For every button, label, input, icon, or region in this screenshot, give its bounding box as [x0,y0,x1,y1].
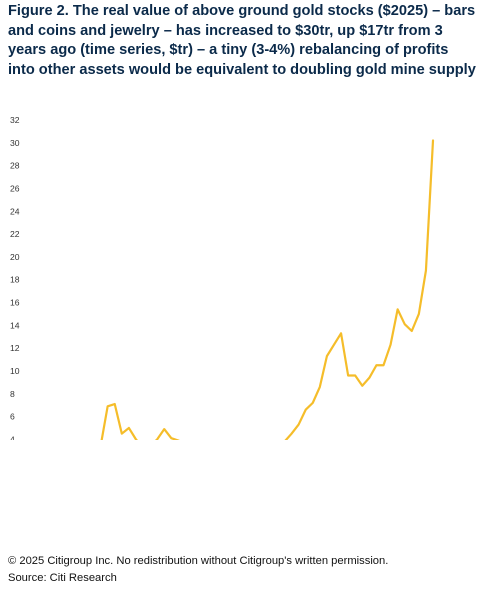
gold-stock-line-group [100,139,435,440]
y-tick-label: 8 [10,389,15,399]
copyright-notice: © 2025 Citigroup Inc. No redistribution … [8,555,389,567]
y-tick-label: 4 [10,434,15,440]
y-tick-label: 20 [10,252,20,262]
y-tick-label: 18 [10,275,20,285]
y-tick-label: 6 [10,412,15,422]
y-tick-label: 26 [10,183,20,193]
y-tick-label: 10 [10,366,20,376]
y-tick-label: 14 [10,320,20,330]
y-tick-label: 24 [10,206,20,216]
y-tick-label: 12 [10,343,20,353]
gold-stock-chart: 02468101214161820222426283032 1970197519… [10,115,435,440]
y-tick-label: 22 [10,229,20,239]
y-tick-label: 30 [10,138,20,148]
gold-stock-line [100,139,435,440]
figure-title: Figure 2. The real value of above ground… [8,3,476,78]
y-tick-label: 28 [10,161,20,171]
y-tick-label: 32 [10,115,20,125]
y-axis: 02468101214161820222426283032 [10,115,20,440]
y-tick-label: 16 [10,298,20,308]
source-note: Source: Citi Research [8,572,117,584]
